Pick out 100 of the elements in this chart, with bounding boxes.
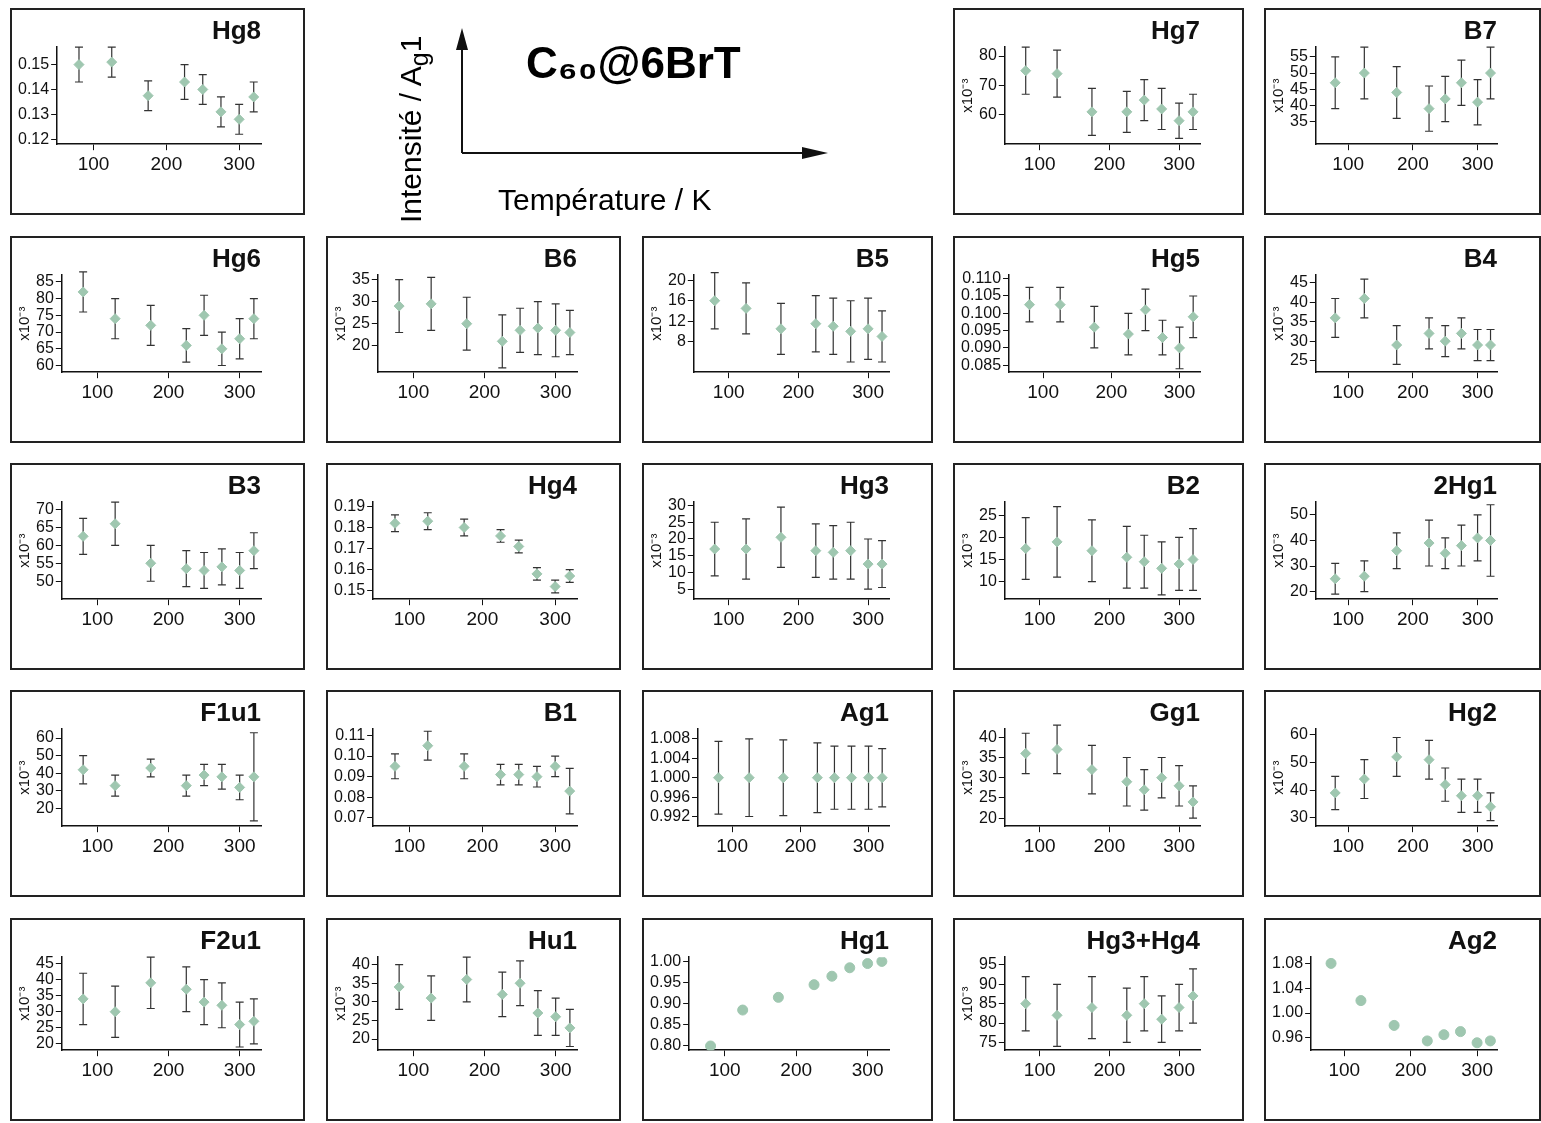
x-tick-label: 200 [1397,607,1429,629]
point [1156,772,1168,784]
point [198,564,210,576]
point [1325,957,1337,969]
point [1423,103,1435,115]
y-tick-label: 5 [676,579,686,597]
point [827,546,839,558]
point [737,1004,749,1016]
point [775,323,787,335]
point [826,970,838,982]
y-tick-label: 40 [36,763,54,781]
y-tick-label: 1.04 [1272,978,1304,996]
point [234,564,246,576]
y-tick-label: 45 [36,954,54,972]
x-tick-label: 100 [81,607,114,629]
point [1423,327,1435,339]
point [1138,556,1150,568]
y-axis-title: x10⁻³ [331,306,349,341]
y-tick-label: 0.17 [334,539,366,556]
point [77,993,89,1005]
x-tick-label: 300 [539,607,572,629]
y-tick-label: 0.07 [334,808,366,826]
chart-title: B3 [227,469,261,500]
x-tick-label: 200 [152,1058,185,1080]
point [862,323,874,335]
y-tick-label: 0.992 [649,806,691,824]
point [180,780,192,792]
point [1439,779,1451,791]
y-tick-label: 40 [352,955,370,973]
y-tick-label: 70 [979,75,997,93]
point [1358,292,1370,304]
y-tick-label: 15 [979,549,997,567]
chart-title: Hg7 [1150,14,1200,45]
point [180,563,192,575]
y-tick-label: 40 [979,727,997,745]
point [709,295,721,307]
x-tick-label: 200 [468,380,501,402]
y-tick-label: 0.08 [334,787,366,805]
x-tick-label: 300 [852,380,884,402]
point [709,543,721,555]
chart-title: B5 [855,242,889,273]
point [248,91,260,103]
x-tick-label: 300 [1461,834,1494,856]
y-tick-label: 20 [668,529,686,547]
point [1121,1009,1133,1021]
chart-title: Hg1 [839,924,889,955]
point [705,1040,717,1051]
point [389,517,401,529]
point [1485,534,1497,546]
point [1156,332,1168,344]
y-tick-label: 12 [668,311,686,329]
y-tick-label: 80 [36,289,54,307]
y-tick-label: 10 [668,562,686,580]
y-tick-label: 0.96 [1272,1028,1304,1046]
x-tick-label: 200 [466,834,499,856]
y-tick-label: 55 [36,553,54,571]
x-tick-label: 100 [1332,607,1365,629]
y-tick-label: 30 [352,992,370,1010]
x-tick-label: 300 [1163,834,1195,856]
y-axis-title: x10⁻³ [958,760,976,795]
chart-title: Hu1 [527,924,577,955]
y-tick-label: 0.95 [650,972,682,990]
point [73,59,85,71]
point [845,545,857,557]
point [393,300,405,312]
point [77,764,89,776]
point [1454,1026,1466,1038]
y-tick-label: 80 [979,46,997,64]
y-tick-label: 0.12 [18,129,50,147]
point [1156,103,1168,115]
x-tick-label: 300 [852,607,884,629]
y-tick-label: 40 [1290,530,1308,548]
y-tick-label: 85 [36,272,54,290]
point [234,333,246,345]
y-tick-label: 1.08 [1272,953,1304,971]
y-tick-label: 30 [36,1002,54,1020]
y-tick-label: 50 [36,571,54,589]
point [393,981,405,993]
point [198,996,210,1008]
point [1439,335,1451,347]
point [1438,1029,1450,1041]
chart-title: B1 [543,696,577,727]
point [109,1006,121,1018]
point [216,999,228,1011]
point [1121,106,1133,118]
x-tick-label: 100 [81,834,114,856]
y-tick-label: 25 [979,788,997,806]
y-tick-label: 60 [1290,725,1308,743]
point [109,313,121,325]
y-tick-label: 20 [1290,581,1308,599]
point [1439,93,1451,105]
x-tick-label: 100 [393,834,426,856]
point [1391,751,1403,763]
point [234,781,246,793]
point [1329,312,1341,324]
point [1472,532,1484,544]
y-tick-label: 0.90 [650,994,682,1012]
point [1174,342,1186,354]
point [248,1015,260,1027]
y-tick-label: 8 [676,331,686,349]
